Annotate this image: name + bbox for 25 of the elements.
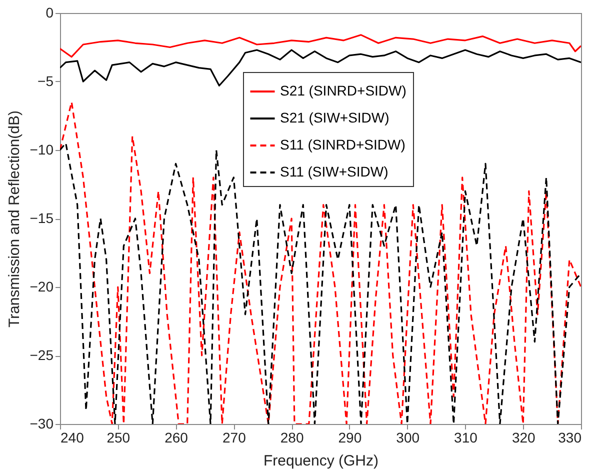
x-tick-label: 270 xyxy=(222,430,246,446)
y-axis-title: Transmission and Reflection(dB) xyxy=(6,110,23,328)
x-tick-label: 240 xyxy=(60,430,84,446)
x-tick-label: 320 xyxy=(512,430,536,446)
legend-label: S21 (SINRD+SIDW) xyxy=(280,82,406,98)
y-tick-label: 0 xyxy=(46,4,54,20)
y-tick-label: −25 xyxy=(30,347,54,363)
y-tick-label: −5 xyxy=(38,73,54,89)
line-series xyxy=(60,34,581,58)
x-tick-label: 300 xyxy=(396,430,420,446)
legend-label: S11 (SINRD+SIDW) xyxy=(280,136,406,152)
legend-label: S11 (SIW+SIDW) xyxy=(280,164,388,180)
x-tick-label: 280 xyxy=(280,430,304,446)
y-tick-label: −15 xyxy=(30,210,54,226)
y-tick-label: −20 xyxy=(30,278,54,294)
x-tick-label: 250 xyxy=(106,430,130,446)
x-tick-label: 330 xyxy=(558,430,582,446)
line-series xyxy=(60,49,581,86)
x-tick-label: 310 xyxy=(454,430,478,446)
x-tick-label: 290 xyxy=(338,430,362,446)
y-tick-label: −30 xyxy=(30,416,54,432)
y-tick-label: −10 xyxy=(30,142,54,158)
x-tick-label: 260 xyxy=(164,430,188,446)
x-axis-title: Frequency (GHz) xyxy=(263,452,379,470)
legend-label: S21 (SIW+SIDW) xyxy=(280,110,390,126)
